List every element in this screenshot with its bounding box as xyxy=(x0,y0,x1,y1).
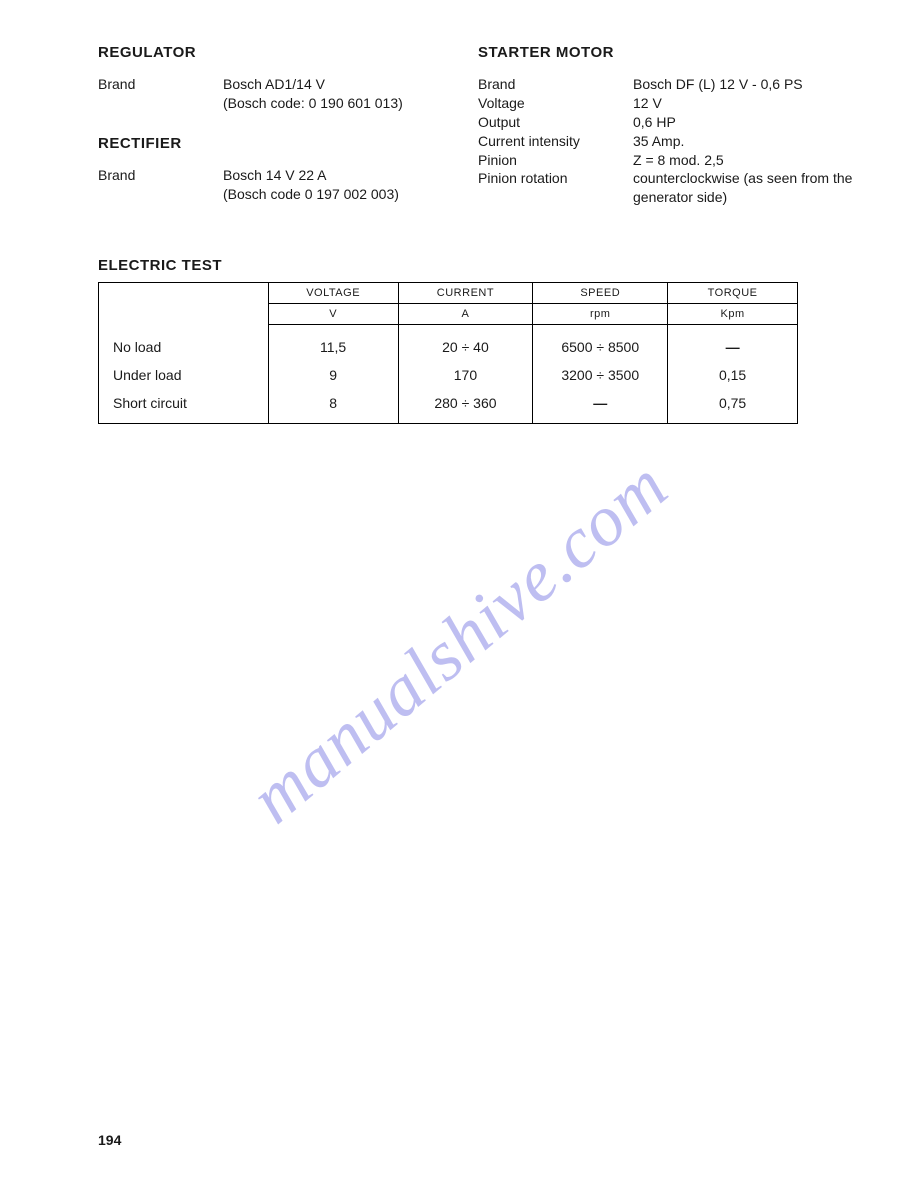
table-header-speed: SPEED xyxy=(533,283,668,304)
left-column: REGULATOR Brand Bosch AD1/14 V (Bosch co… xyxy=(98,44,458,229)
electric-test-heading: ELECTRIC TEST xyxy=(98,257,858,274)
table-cell: — xyxy=(668,325,798,362)
page-number: 194 xyxy=(98,1132,121,1148)
starter-row-label: Output xyxy=(478,113,633,132)
watermark-text: manualshive.com xyxy=(234,444,683,840)
table-row: Short circuit 8 280 ÷ 360 — 0,75 xyxy=(99,389,798,424)
table-unit-torque: Kpm xyxy=(668,304,798,325)
rectifier-section: RECTIFIER Brand Bosch 14 V 22 A (Bosch c… xyxy=(98,135,458,204)
table-row-label: No load xyxy=(99,325,269,362)
regulator-heading: REGULATOR xyxy=(98,44,458,61)
table-cell: 9 xyxy=(268,361,398,389)
rectifier-brand-row: Brand Bosch 14 V 22 A (Bosch code 0 197 … xyxy=(98,166,458,204)
rectifier-brand-line2: (Bosch code 0 197 002 003) xyxy=(223,185,458,204)
rectifier-brand-line1: Bosch 14 V 22 A xyxy=(223,166,458,185)
starter-row-label: Voltage xyxy=(478,94,633,113)
table-cell: 8 xyxy=(268,389,398,424)
starter-row-value: 35 Amp. xyxy=(633,132,858,151)
table-header-current: CURRENT xyxy=(398,283,533,304)
starter-row: Brand Bosch DF (L) 12 V - 0,6 PS xyxy=(478,75,858,94)
regulator-brand-label: Brand xyxy=(98,75,223,113)
table-cell: 0,75 xyxy=(668,389,798,424)
table-unit-voltage: V xyxy=(268,304,398,325)
starter-row-value: Bosch DF (L) 12 V - 0,6 PS xyxy=(633,75,858,94)
table-cell: — xyxy=(533,389,668,424)
table-header-blank xyxy=(99,283,269,304)
table-header-voltage: VOLTAGE xyxy=(268,283,398,304)
starter-row-value: 0,6 HP xyxy=(633,113,858,132)
table-row: Under load 9 170 3200 ÷ 3500 0,15 xyxy=(99,361,798,389)
table-cell: 6500 ÷ 8500 xyxy=(533,325,668,362)
content-columns: REGULATOR Brand Bosch AD1/14 V (Bosch co… xyxy=(98,44,858,229)
starter-section: STARTER MOTOR Brand Bosch DF (L) 12 V - … xyxy=(478,44,858,207)
regulator-brand-row: Brand Bosch AD1/14 V (Bosch code: 0 190 … xyxy=(98,75,458,113)
regulator-brand-value: Bosch AD1/14 V (Bosch code: 0 190 601 01… xyxy=(223,75,458,113)
starter-row-label: Current intensity xyxy=(478,132,633,151)
table-cell: 170 xyxy=(398,361,533,389)
table-row: No load 11,5 20 ÷ 40 6500 ÷ 8500 — xyxy=(99,325,798,362)
table-unit-current: A xyxy=(398,304,533,325)
starter-row-value: counterclockwise (as seen from the gener… xyxy=(633,169,858,207)
table-row-label: Under load xyxy=(99,361,269,389)
table-header-torque: TORQUE xyxy=(668,283,798,304)
regulator-brand-line2: (Bosch code: 0 190 601 013) xyxy=(223,94,458,113)
rectifier-brand-label: Brand xyxy=(98,166,223,204)
starter-row-value: Z = 8 mod. 2,5 xyxy=(633,151,858,170)
table-unit-speed: rpm xyxy=(533,304,668,325)
table-unit-blank xyxy=(99,304,269,325)
starter-row: Pinion rotation counterclockwise (as see… xyxy=(478,169,858,207)
table-row-label: Short circuit xyxy=(99,389,269,424)
regulator-brand-line1: Bosch AD1/14 V xyxy=(223,75,458,94)
table-cell: 0,15 xyxy=(668,361,798,389)
table-cell: 3200 ÷ 3500 xyxy=(533,361,668,389)
table-cell: 11,5 xyxy=(268,325,398,362)
table-cell: 280 ÷ 360 xyxy=(398,389,533,424)
rectifier-brand-value: Bosch 14 V 22 A (Bosch code 0 197 002 00… xyxy=(223,166,458,204)
starter-row-value: 12 V xyxy=(633,94,858,113)
starter-row-label: Brand xyxy=(478,75,633,94)
starter-row-label: Pinion rotation xyxy=(478,169,633,207)
right-column: STARTER MOTOR Brand Bosch DF (L) 12 V - … xyxy=(478,44,858,229)
regulator-section: REGULATOR Brand Bosch AD1/14 V (Bosch co… xyxy=(98,44,458,113)
starter-row: Pinion Z = 8 mod. 2,5 xyxy=(478,151,858,170)
starter-row: Output 0,6 HP xyxy=(478,113,858,132)
starter-row: Current intensity 35 Amp. xyxy=(478,132,858,151)
table-cell: 20 ÷ 40 xyxy=(398,325,533,362)
starter-row: Voltage 12 V xyxy=(478,94,858,113)
manual-page: REGULATOR Brand Bosch AD1/14 V (Bosch co… xyxy=(0,0,918,1188)
starter-heading: STARTER MOTOR xyxy=(478,44,858,61)
electric-test-table: VOLTAGE CURRENT SPEED TORQUE V A rpm Kpm… xyxy=(98,282,798,424)
table-units-row: V A rpm Kpm xyxy=(99,304,798,325)
starter-row-label: Pinion xyxy=(478,151,633,170)
table-header-row: VOLTAGE CURRENT SPEED TORQUE xyxy=(99,283,798,304)
rectifier-heading: RECTIFIER xyxy=(98,135,458,152)
